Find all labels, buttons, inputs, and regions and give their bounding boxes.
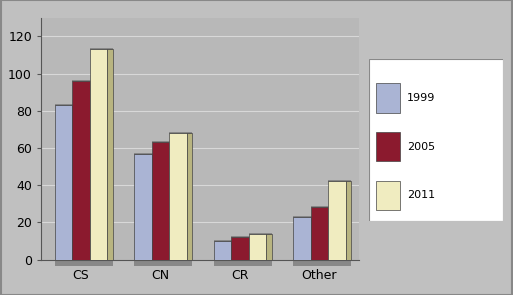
Polygon shape (310, 217, 316, 260)
FancyBboxPatch shape (169, 133, 187, 260)
FancyBboxPatch shape (328, 181, 346, 260)
Polygon shape (107, 49, 112, 260)
Polygon shape (328, 207, 333, 260)
Bar (213, 260, 271, 266)
Polygon shape (169, 142, 174, 260)
FancyBboxPatch shape (293, 217, 310, 260)
FancyBboxPatch shape (151, 142, 169, 260)
FancyBboxPatch shape (213, 241, 231, 260)
Polygon shape (266, 234, 271, 260)
Polygon shape (90, 81, 95, 260)
Polygon shape (346, 181, 351, 260)
Polygon shape (249, 237, 254, 260)
Text: 1999: 1999 (407, 93, 435, 103)
FancyBboxPatch shape (54, 105, 72, 260)
Bar (54, 260, 112, 266)
FancyBboxPatch shape (134, 153, 151, 260)
Polygon shape (231, 241, 236, 260)
Bar (376, 83, 400, 112)
FancyBboxPatch shape (310, 207, 328, 260)
Bar (134, 260, 192, 266)
FancyBboxPatch shape (249, 234, 266, 260)
FancyBboxPatch shape (90, 49, 107, 260)
Polygon shape (72, 105, 77, 260)
Text: 2011: 2011 (407, 190, 435, 200)
Text: 2005: 2005 (407, 142, 435, 152)
Polygon shape (187, 133, 192, 260)
Polygon shape (151, 153, 157, 260)
FancyBboxPatch shape (72, 81, 90, 260)
Bar (376, 181, 400, 210)
Bar (376, 132, 400, 161)
Bar (293, 260, 351, 266)
FancyBboxPatch shape (231, 237, 249, 260)
